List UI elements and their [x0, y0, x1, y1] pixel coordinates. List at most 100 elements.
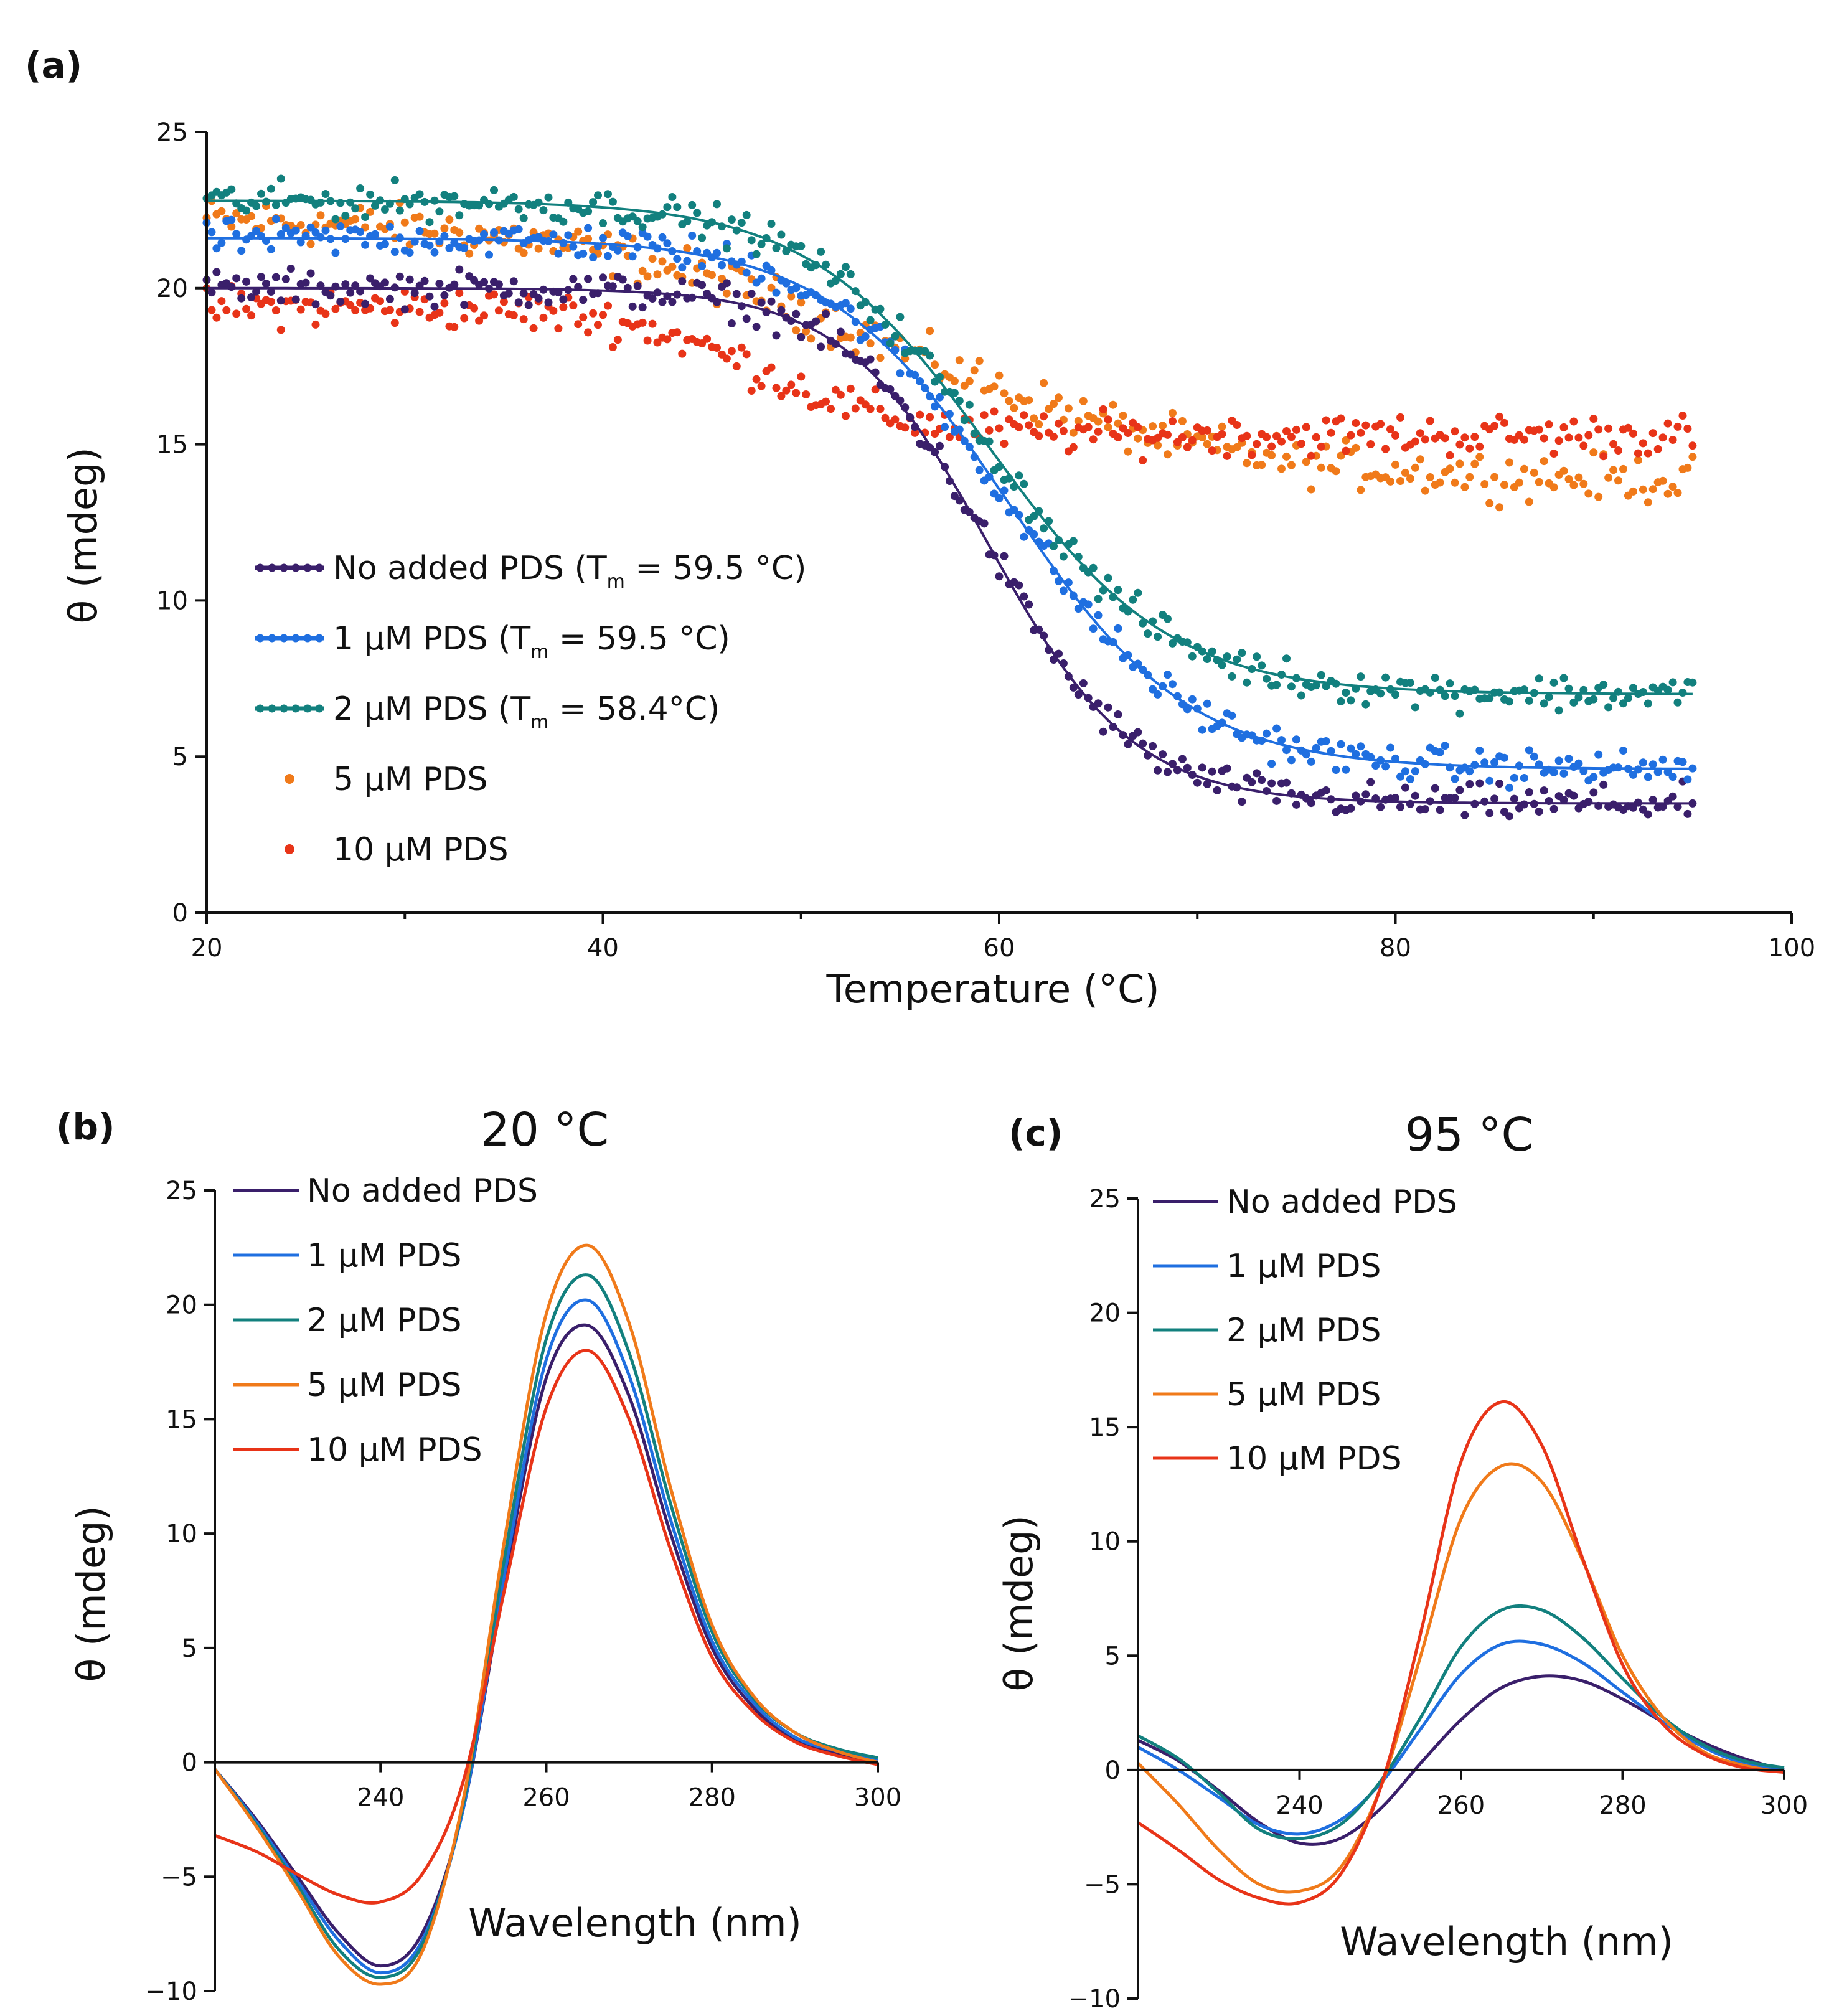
data-point-10-um-pds [1173, 438, 1182, 446]
data-point-10-um-pds [1357, 428, 1365, 437]
data-point-10-um-pds [1317, 442, 1325, 451]
data-point-2-um-pds [693, 209, 702, 217]
data-point-5-um-pds [440, 224, 449, 233]
data-point-1-um-pds [1059, 586, 1068, 595]
legend-label-main: 10 µM PDS [333, 831, 509, 869]
data-point-2-um-pds [519, 214, 528, 222]
data-point-2-um-pds [1624, 694, 1632, 702]
panel-a-y-tick-label: 0 [172, 899, 188, 928]
data-point-no-added-pds [1282, 778, 1291, 787]
data-point-5-um-pds [1673, 489, 1682, 497]
data-point-5-um-pds [1648, 485, 1657, 494]
spectrum-5-um-pds [213, 1243, 878, 1986]
data-point-no-added-pds [742, 314, 751, 323]
data-point-5-um-pds [767, 283, 776, 292]
legend-swatch-dot [315, 704, 324, 713]
spectrum-no-added-pds [214, 1323, 878, 1968]
data-point-5-um-pds [787, 292, 796, 301]
data-point-2-um-pds [747, 236, 756, 245]
data-point-10-um-pds [1663, 419, 1672, 428]
data-point-1-um-pds [604, 252, 612, 260]
panel-a-x-tick-label: 80 [1380, 934, 1411, 963]
data-point-10-um-pds [1094, 427, 1103, 436]
data-point-1-um-pds [613, 246, 622, 255]
data-point-1-um-pds [1124, 651, 1132, 659]
data-point-no-added-pds [1258, 776, 1266, 784]
data-point-10-um-pds [911, 428, 919, 437]
data-point-10-um-pds [732, 362, 741, 370]
panel-b-y-tick-label: 15 [166, 1405, 197, 1434]
data-point-5-um-pds [876, 354, 885, 362]
data-point-10-um-pds [321, 309, 330, 318]
data-point-no-added-pds [405, 275, 414, 284]
data-point-2-um-pds [1139, 619, 1147, 628]
data-point-5-um-pds [1639, 485, 1647, 494]
data-point-2-um-pds [514, 205, 523, 214]
data-point-5-um-pds [722, 289, 731, 298]
data-point-5-um-pds [955, 356, 964, 365]
data-point-10-um-pds [1658, 433, 1667, 442]
data-point-2-um-pds [559, 217, 568, 226]
data-point-5-um-pds [797, 298, 806, 307]
data-point-no-added-pds [410, 289, 419, 298]
data-point-2-um-pds [331, 215, 340, 224]
data-point-1-um-pds [1639, 758, 1647, 767]
data-point-5-um-pds [1064, 404, 1073, 413]
panel-b-x-tick-label: 300 [854, 1784, 901, 1812]
data-point-5-um-pds [1579, 479, 1588, 488]
data-point-1-um-pds [861, 332, 870, 341]
data-point-no-added-pds [678, 277, 687, 286]
data-point-1-um-pds [584, 224, 593, 232]
data-point-no-added-pds [608, 282, 617, 291]
data-point-no-added-pds [1139, 739, 1147, 748]
data-point-5-um-pds [668, 262, 677, 271]
data-point-5-um-pds [1243, 459, 1251, 468]
panel-b-y-tick-label: −10 [145, 1977, 197, 2006]
panel-a-y-tick-label: 5 [172, 743, 188, 771]
data-point-10-um-pds [266, 298, 275, 306]
data-point-2-um-pds [1238, 649, 1246, 657]
data-point-10-um-pds [995, 424, 1004, 433]
data-point-no-added-pds [227, 283, 236, 291]
data-point-1-um-pds [271, 215, 280, 224]
panel-c: (c) 95 °C −10 −5 0 5 10 15 20 25 240 260 280 300 Wa… [996, 1108, 1808, 2014]
data-point-1-um-pds [658, 233, 667, 242]
data-point-10-um-pds [490, 290, 498, 299]
data-point-2-um-pds [1263, 674, 1271, 683]
data-point-10-um-pds [271, 306, 280, 314]
data-point-5-um-pds [807, 334, 816, 343]
panel-c-y-tick-label: 10 [1089, 1528, 1121, 1557]
data-point-no-added-pds [207, 288, 216, 297]
data-point-5-um-pds [1411, 463, 1419, 472]
data-point-2-um-pds [1020, 479, 1028, 488]
data-point-1-um-pds [1302, 750, 1310, 759]
fit-curve-2-um-pds [207, 199, 1693, 695]
panel-b-axes: −10 −5 0 5 10 15 20 25 240 260 280 300 [145, 1177, 902, 2006]
data-point-2-um-pds [772, 244, 781, 252]
data-point-5-um-pds [1317, 463, 1325, 472]
data-point-5-um-pds [1169, 408, 1177, 417]
data-point-2-um-pds [1357, 672, 1365, 681]
data-point-1-um-pds [212, 244, 221, 253]
data-point-no-added-pds [648, 294, 657, 303]
data-point-10-um-pds [1089, 435, 1098, 444]
data-point-1-um-pds [995, 494, 1004, 502]
data-point-5-um-pds [1619, 464, 1627, 473]
data-point-10-um-pds [1342, 446, 1350, 455]
data-point-2-um-pds [544, 193, 553, 202]
data-point-5-um-pds [1258, 461, 1266, 469]
data-point-no-added-pds [1079, 679, 1088, 687]
data-point-10-um-pds [529, 324, 538, 332]
data-point-no-added-pds [247, 293, 256, 301]
data-point-5-um-pds [430, 229, 439, 238]
data-point-no-added-pds [722, 279, 731, 288]
data-point-no-added-pds [1015, 581, 1023, 590]
data-point-10-um-pds [1540, 434, 1548, 443]
data-point-no-added-pds [727, 319, 736, 327]
data-point-no-added-pds [1540, 786, 1548, 795]
panel-c-y-tick-label: 15 [1089, 1413, 1121, 1442]
data-point-10-um-pds [926, 413, 934, 422]
data-point-5-um-pds [1164, 450, 1172, 459]
data-point-10-um-pds [1500, 418, 1508, 427]
